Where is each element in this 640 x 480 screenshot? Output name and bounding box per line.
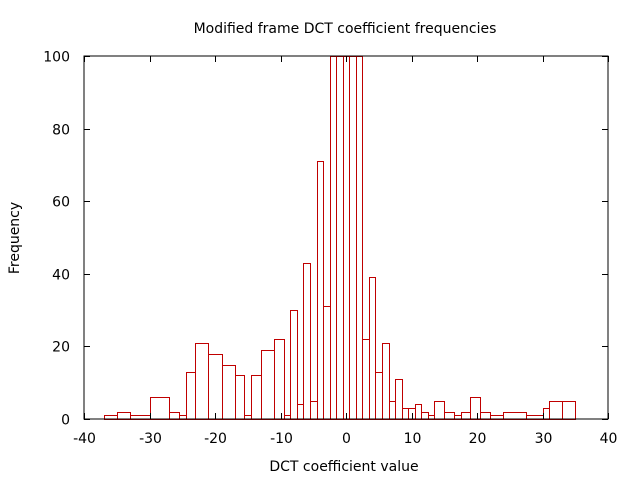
histogram-bar bbox=[369, 277, 376, 420]
histogram-bar bbox=[382, 343, 390, 420]
y-tick-label: 40 bbox=[52, 268, 70, 284]
histogram-bar bbox=[317, 161, 324, 420]
histogram-bar bbox=[261, 350, 275, 420]
x-axis-label: DCT coefficient value bbox=[269, 459, 418, 475]
histogram-bar bbox=[208, 354, 223, 420]
histogram-bar bbox=[195, 343, 209, 420]
histogram-bar bbox=[169, 412, 180, 420]
histogram-bar bbox=[421, 412, 429, 420]
x-tick-label: -10 bbox=[270, 431, 293, 447]
histogram-bar bbox=[389, 401, 396, 420]
histogram-bar bbox=[186, 372, 196, 420]
histogram-bar bbox=[290, 310, 298, 420]
x-tick-label: -40 bbox=[73, 431, 96, 447]
histogram-bar bbox=[375, 372, 383, 420]
chart-title: Modified frame DCT coefficient frequenci… bbox=[194, 21, 497, 37]
x-tick-label: -20 bbox=[204, 431, 227, 447]
histogram-bar bbox=[343, 56, 350, 420]
histogram-bar bbox=[274, 339, 285, 420]
y-tick-label: 60 bbox=[52, 195, 70, 211]
histogram-bar bbox=[362, 339, 370, 420]
y-tick-label: 20 bbox=[52, 340, 70, 356]
y-tick-label: 0 bbox=[61, 413, 70, 429]
histogram-bar bbox=[415, 404, 422, 420]
histogram-bar bbox=[549, 401, 563, 420]
histogram-bar bbox=[310, 401, 318, 420]
histogram-bar bbox=[336, 56, 344, 420]
histogram-bar bbox=[330, 56, 337, 420]
y-tick-label: 100 bbox=[43, 50, 70, 66]
x-tick-label: 20 bbox=[469, 431, 487, 447]
histogram-bar bbox=[356, 56, 363, 420]
histogram-bar bbox=[470, 397, 481, 420]
y-axis-label: Frequency bbox=[7, 202, 23, 274]
histogram-bar bbox=[349, 56, 357, 420]
bars-group bbox=[104, 56, 576, 420]
x-tick-label: -30 bbox=[139, 431, 162, 447]
x-tick-label: 10 bbox=[404, 431, 422, 447]
histogram-bar bbox=[303, 263, 311, 420]
histogram-bar bbox=[251, 375, 262, 420]
histogram-bar bbox=[461, 412, 471, 420]
histogram-bar bbox=[117, 412, 131, 420]
histogram-bar bbox=[297, 404, 304, 420]
x-tick-label: 30 bbox=[535, 431, 553, 447]
histogram-bar bbox=[235, 375, 245, 420]
histogram-bar bbox=[480, 412, 491, 420]
plot-frame bbox=[83, 55, 609, 420]
histogram-bar bbox=[402, 408, 409, 420]
ticks-group: -40 -30 -20 -10 0 10 20 30 40 0 20 40 60 80 100 bbox=[43, 50, 617, 448]
histogram-bar bbox=[323, 306, 331, 420]
histogram-bar bbox=[562, 401, 576, 420]
histogram-bar bbox=[395, 379, 403, 420]
histogram-bar bbox=[150, 397, 170, 420]
histogram-bar bbox=[434, 401, 445, 420]
histogram-bar bbox=[543, 408, 550, 420]
histogram-bar bbox=[222, 365, 236, 420]
histogram-bar bbox=[503, 412, 527, 420]
y-tick-label: 80 bbox=[52, 123, 70, 139]
x-tick-label: 40 bbox=[600, 431, 618, 447]
x-tick-label: 0 bbox=[342, 431, 351, 447]
histogram-bar bbox=[444, 412, 455, 420]
